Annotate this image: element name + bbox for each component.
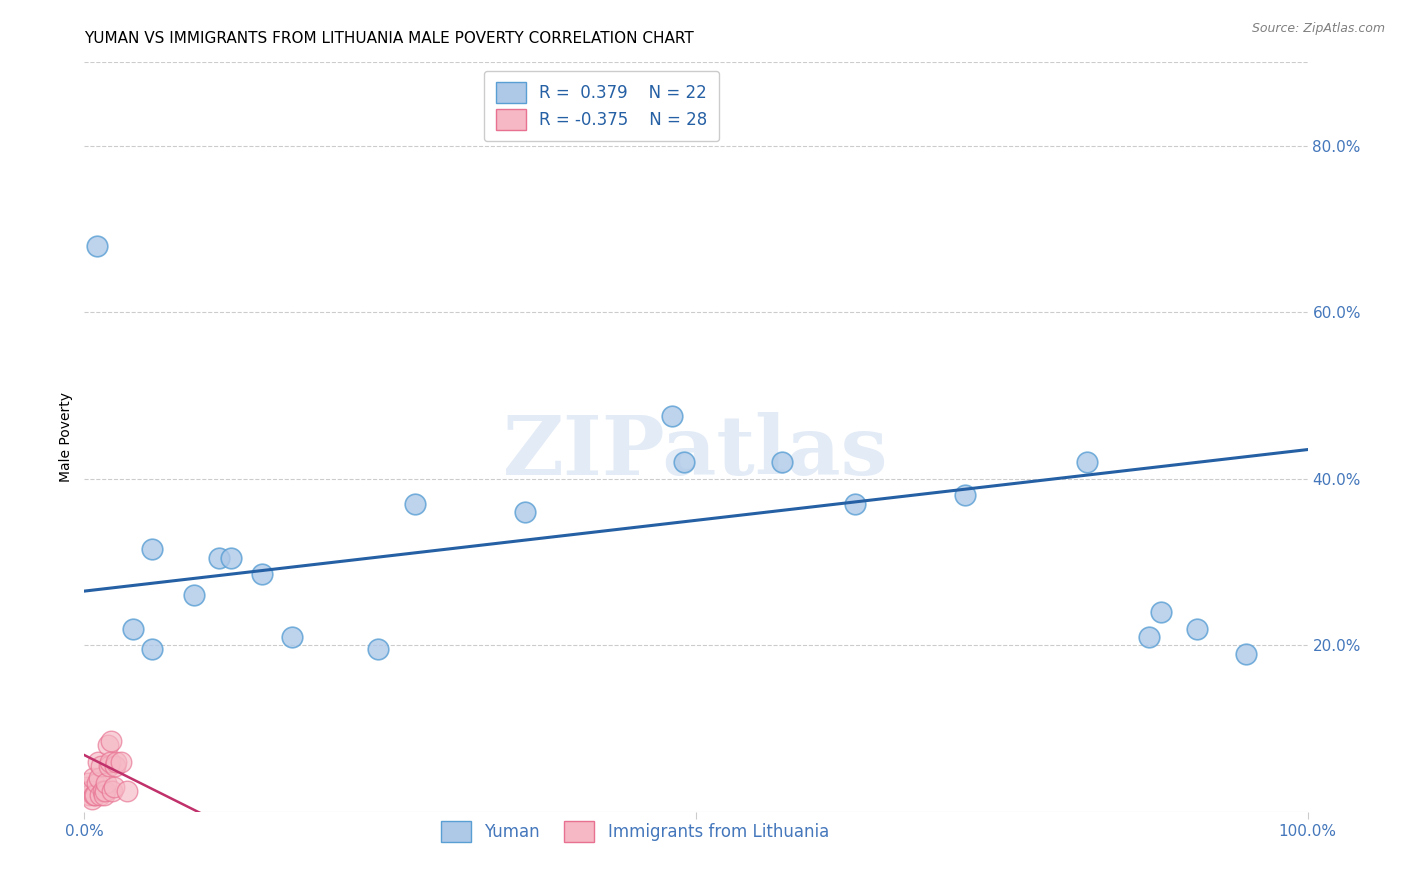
Point: [86, 238, 108, 252]
Legend: Yuman, Immigrants from Lithuania: Yuman, Immigrants from Lithuania: [434, 814, 835, 848]
Point: [97, 738, 120, 752]
Point: [1150, 605, 1173, 619]
Point: [89, 788, 111, 802]
Point: [101, 784, 124, 798]
Point: [1236, 647, 1258, 661]
Point: [844, 497, 866, 511]
Point: [90, 759, 112, 773]
Point: [122, 622, 145, 636]
Point: [93, 788, 115, 802]
Point: [77, 788, 100, 802]
Point: [83, 788, 105, 802]
Point: [953, 488, 976, 502]
Point: [104, 759, 127, 773]
Text: Source: ZipAtlas.com: Source: ZipAtlas.com: [1251, 22, 1385, 36]
Point: [87, 755, 110, 769]
Point: [97, 759, 120, 773]
Point: [1187, 622, 1209, 636]
Point: [661, 409, 683, 424]
Point: [250, 567, 273, 582]
Point: [98, 755, 121, 769]
Point: [219, 550, 242, 565]
Text: YUMAN VS IMMIGRANTS FROM LITHUANIA MALE POVERTY CORRELATION CHART: YUMAN VS IMMIGRANTS FROM LITHUANIA MALE …: [84, 31, 695, 46]
Point: [103, 780, 125, 794]
Point: [84, 788, 107, 802]
Point: [75, 784, 97, 798]
Point: [141, 542, 163, 557]
Point: [86, 775, 108, 789]
Point: [77, 775, 100, 789]
Point: [94, 784, 117, 798]
Point: [79, 784, 101, 798]
Point: [1137, 630, 1160, 644]
Point: [1076, 455, 1098, 469]
Point: [100, 734, 122, 748]
Point: [208, 550, 231, 565]
Point: [367, 642, 389, 657]
Point: [87, 772, 110, 786]
Point: [82, 772, 104, 786]
Point: [105, 755, 128, 769]
Text: ZIPatlas: ZIPatlas: [503, 412, 889, 492]
Y-axis label: Male Poverty: Male Poverty: [59, 392, 73, 482]
Point: [404, 497, 426, 511]
Point: [110, 755, 132, 769]
Point: [91, 784, 114, 798]
Point: [80, 792, 103, 806]
Point: [770, 455, 793, 469]
Point: [513, 505, 536, 519]
Point: [115, 784, 138, 798]
Point: [76, 780, 98, 794]
Point: [672, 455, 695, 469]
Point: [141, 642, 163, 657]
Point: [96, 775, 118, 789]
Point: [281, 630, 304, 644]
Point: [183, 588, 205, 602]
